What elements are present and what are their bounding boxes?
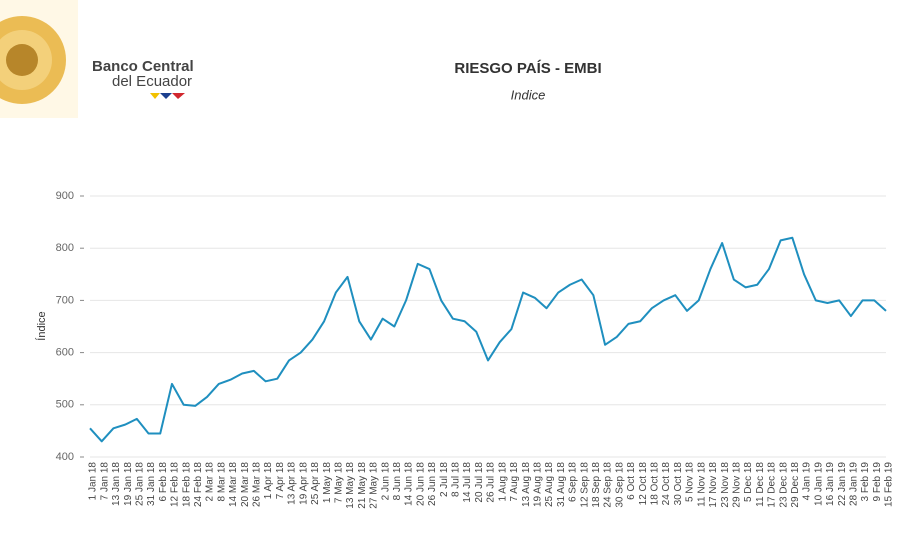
- x-tick-label: 20 Mar 18: [240, 462, 251, 507]
- x-tick-label: 19 Aug 18: [532, 462, 543, 507]
- x-tick-label: 10 Jan 19: [813, 462, 824, 506]
- y-axis-label: Índice: [35, 311, 48, 340]
- x-tick-label: 13 Apr 18: [287, 462, 298, 505]
- x-tick-label: 11 Dec 18: [755, 462, 766, 507]
- x-tick-label: 1 May 18: [322, 462, 333, 504]
- x-tick-label: 26 Jun 18: [427, 462, 438, 506]
- x-tick-label: 1 Apr 18: [263, 462, 274, 500]
- x-tick-label: 27 May 18: [369, 462, 380, 509]
- x-tick-label: 18 Sep 18: [591, 462, 602, 508]
- x-tick-label: 11 Nov 18: [696, 462, 707, 507]
- x-tick-label: 13 Jan 18: [111, 462, 122, 506]
- x-tick-label: 23 Dec 18: [778, 462, 789, 508]
- data-line: [89, 236, 887, 443]
- x-tick-label: 6 Sep 18: [568, 462, 579, 502]
- x-tick-label: 24 Oct 18: [661, 462, 672, 506]
- x-tick-label: 8 Mar 18: [216, 462, 227, 502]
- x-tick-label: 2 Jul 18: [439, 462, 450, 497]
- x-tick-label: 12 Feb 18: [170, 462, 181, 507]
- x-tick-label: 25 Aug 18: [544, 462, 555, 507]
- x-tick-label: 21 May 18: [357, 462, 368, 509]
- x-tick-label: 1 Jan 18: [88, 462, 99, 501]
- x-tick-label: 2 Mar 18: [205, 462, 216, 502]
- x-tick-label: 14 Jul 18: [462, 462, 473, 503]
- x-tick-label: 19 Jan 18: [123, 462, 134, 506]
- brand: Banco Central: [92, 58, 194, 75]
- y-tick-label: 600: [56, 347, 74, 359]
- y-tick-label: 900: [56, 190, 74, 202]
- x-tick-label: 18 Feb 18: [181, 462, 192, 507]
- x-tick-label: 28 Jan 19: [849, 462, 860, 506]
- x-tick-label: 25 Jan 18: [134, 462, 145, 506]
- x-tick-label: 5 Dec 18: [743, 462, 754, 502]
- x-tick-label: 13 Aug 18: [521, 462, 532, 507]
- x-tick-label: 31 Jan 18: [146, 462, 157, 506]
- x-tick-label: 25 Apr 18: [310, 462, 321, 505]
- x-tick-label: 30 Oct 18: [673, 462, 684, 506]
- x-tick-label: 1 Aug 18: [497, 462, 508, 502]
- x-tick-label: 5 Nov 18: [685, 462, 696, 502]
- logo: [0, 0, 185, 118]
- x-tick-label: 14 Mar 18: [228, 462, 239, 507]
- x-tick-label: 24 Sep 18: [603, 462, 614, 508]
- brand: del Ecuador: [112, 73, 192, 90]
- x-tick-label: 7 May 18: [333, 462, 344, 504]
- x-tick-label: 8 Jun 18: [392, 462, 403, 501]
- x-tick-label: 23 Nov 18: [720, 462, 731, 508]
- chart-title: RIESGO PAÍS - EMBI: [454, 60, 601, 77]
- x-tick-label: 18 Oct 18: [650, 462, 661, 506]
- x-tick-label: 12 Oct 18: [638, 462, 649, 506]
- x-tick-label: 26 Mar 18: [252, 462, 263, 507]
- x-tick-label: 29 Dec 18: [790, 462, 801, 508]
- x-tick-label: 31 Aug 18: [556, 462, 567, 507]
- x-tick-label: 20 Jul 18: [474, 462, 485, 503]
- x-tick-label: 16 Jan 19: [825, 462, 836, 506]
- x-tick-label: 24 Feb 18: [193, 462, 204, 507]
- x-tick-label: 22 Jan 19: [837, 462, 848, 506]
- x-tick-label: 17 Dec 18: [767, 462, 778, 508]
- x-tick-label: 4 Jan 19: [802, 462, 813, 501]
- x-tick-label: 9 Feb 19: [872, 462, 883, 502]
- y-tick-label: 400: [56, 451, 74, 463]
- x-tick-label: 12 Sep 18: [579, 462, 590, 508]
- x-tick-label: 20 Jun 18: [415, 462, 426, 506]
- x-tick-label: 7 Apr 18: [275, 462, 286, 500]
- x-tick-label: 19 Apr 18: [298, 462, 309, 505]
- chart-subtitle: Indice: [511, 87, 546, 102]
- x-tick-label: 17 Nov 18: [708, 462, 719, 508]
- x-tick-label: 14 Jun 18: [404, 462, 415, 506]
- x-tick-label: 6 Oct 18: [626, 462, 637, 500]
- y-tick-label: 500: [56, 399, 74, 411]
- x-tick-label: 29 Nov 18: [731, 462, 742, 508]
- x-tick-label: 8 Jul 18: [451, 462, 462, 497]
- x-tick-label: 6 Feb 18: [158, 462, 169, 502]
- x-tick-label: 15 Feb 19: [884, 462, 895, 507]
- x-tick-label: 7 Jan 18: [99, 462, 110, 501]
- x-tick-label: 2 Jun 18: [380, 462, 391, 501]
- x-tick-label: 7 Aug 18: [509, 462, 520, 502]
- x-tick-label: 13 May 18: [345, 462, 356, 509]
- y-tick-label: 700: [56, 294, 74, 306]
- y-tick-label: 800: [56, 242, 74, 254]
- x-tick-label: 3 Feb 19: [860, 462, 871, 502]
- x-tick-label: 30 Sep 18: [614, 462, 625, 508]
- x-tick-label: 26 Jul 18: [486, 462, 497, 503]
